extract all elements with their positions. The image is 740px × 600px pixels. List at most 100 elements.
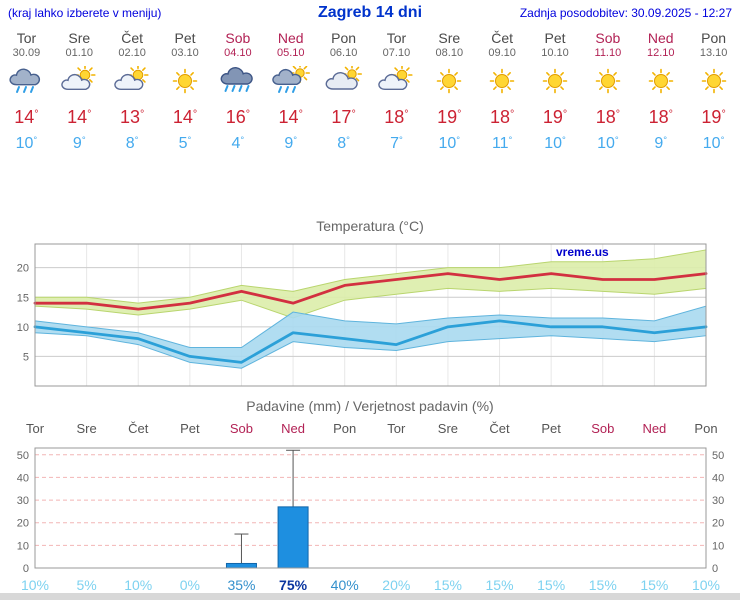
precip-probability: 15% bbox=[537, 577, 566, 593]
day-max-temp: 19° bbox=[542, 107, 568, 127]
sunny-icon bbox=[423, 66, 476, 100]
day-column[interactable]: Sob 04.10 16° 4° bbox=[211, 28, 264, 153]
day-column[interactable]: Pon 13.10 19° 10° bbox=[687, 28, 740, 153]
precip-day-label: Čet bbox=[489, 421, 510, 436]
day-max-temp: 18° bbox=[384, 107, 409, 127]
day-name: Pon bbox=[701, 30, 727, 46]
sunny-icon bbox=[687, 66, 740, 100]
precip-probability: 40% bbox=[330, 577, 359, 593]
precip-day-label: Sre bbox=[76, 421, 97, 436]
day-name: Sob bbox=[225, 30, 251, 46]
day-min-temp: 10° bbox=[702, 135, 725, 152]
day-max-temp: 18° bbox=[595, 107, 621, 127]
svg-text:50: 50 bbox=[17, 450, 29, 462]
day-date: 05.10 bbox=[276, 47, 305, 59]
svg-text:20: 20 bbox=[17, 518, 29, 530]
day-min-temp: 11° bbox=[491, 135, 513, 152]
location-menu-hint: (kraj lahko izberete v meniju) bbox=[8, 6, 162, 20]
rain-cloud-icon bbox=[0, 66, 53, 100]
svg-text:5: 5 bbox=[23, 351, 29, 363]
day-name: Sre bbox=[438, 30, 461, 46]
precip-day-label: Tor bbox=[25, 421, 45, 436]
sunny-icon bbox=[581, 66, 634, 100]
day-name: Ned bbox=[277, 30, 304, 46]
precip-probability: 5% bbox=[76, 577, 97, 593]
day-date: 13.10 bbox=[699, 47, 728, 59]
day-date: 12.10 bbox=[646, 47, 675, 59]
sunny-icon bbox=[159, 66, 212, 100]
day-column[interactable]: Ned 12.10 18° 9° bbox=[634, 28, 687, 153]
day-column[interactable]: Pet 10.10 19° 10° bbox=[529, 28, 582, 153]
day-min-temp: 5° bbox=[178, 135, 192, 152]
page-title: Zagreb 14 dni bbox=[317, 4, 423, 21]
day-column[interactable]: Ned 05.10 14° 9° bbox=[264, 28, 317, 153]
day-max-temp: 14° bbox=[14, 107, 39, 127]
temperature-chart-title: Temperatura (°C) bbox=[316, 218, 424, 234]
day-date: 08.10 bbox=[435, 47, 464, 59]
day-column[interactable]: Tor 07.10 18° 7° bbox=[370, 28, 423, 153]
precipitation-chart: 0 0 10 10 20 20 30 30 40 40 50 50 bbox=[17, 447, 724, 575]
svg-text:20: 20 bbox=[712, 518, 724, 530]
day-column[interactable]: Čet 02.10 13° 8° bbox=[106, 28, 159, 153]
precipitation-chart-title: Padavine (mm) / Verjetnost padavin (%) bbox=[246, 398, 494, 414]
mostly-cloudy-icon bbox=[317, 66, 370, 100]
day-max-temp: 18° bbox=[648, 107, 673, 127]
last-update: Zadnja posodobitev: 30.09.2025 - 12:27 bbox=[519, 6, 732, 20]
day-column[interactable]: Tor 30.09 14° 10° bbox=[0, 28, 53, 153]
day-min-temp: 9° bbox=[654, 135, 668, 152]
day-name: Tor bbox=[16, 30, 37, 46]
heavy-rain-icon bbox=[211, 66, 264, 100]
precip-day-label: Ned bbox=[642, 421, 667, 436]
precip-day-label: Čet bbox=[128, 421, 149, 436]
day-min-temp: 10° bbox=[597, 135, 619, 152]
day-column[interactable]: Sre 08.10 19° 10° bbox=[423, 28, 476, 153]
precip-probability: 10% bbox=[124, 577, 153, 593]
precip-probability: 10% bbox=[691, 577, 721, 593]
precip-probability: 10% bbox=[20, 577, 50, 593]
svg-text:30: 30 bbox=[712, 495, 724, 507]
day-column[interactable]: Pon 06.10 17° 8° bbox=[317, 28, 370, 153]
precip-day-label: Sob bbox=[229, 421, 254, 436]
day-name: Pet bbox=[174, 30, 196, 46]
day-min-temp: 9° bbox=[72, 135, 86, 152]
day-date: 09.10 bbox=[488, 47, 516, 59]
svg-text:20: 20 bbox=[17, 263, 29, 275]
day-max-temp: 14° bbox=[67, 107, 92, 127]
sunny-icon bbox=[476, 66, 529, 100]
day-min-temp: 10° bbox=[15, 135, 38, 152]
svg-text:30: 30 bbox=[17, 495, 29, 507]
svg-text:0: 0 bbox=[23, 563, 29, 575]
day-max-temp: 14° bbox=[172, 107, 198, 127]
day-name: Tor bbox=[386, 30, 407, 46]
precip-day-label: Sob bbox=[591, 421, 615, 436]
svg-text:50: 50 bbox=[712, 450, 724, 462]
day-column[interactable]: Sob 11.10 18° 10° bbox=[581, 28, 634, 153]
svg-text:10: 10 bbox=[712, 540, 724, 552]
day-column[interactable]: Sre 01.10 14° 9° bbox=[53, 28, 106, 153]
day-min-temp: 8° bbox=[125, 135, 139, 152]
day-name: Sre bbox=[68, 30, 91, 46]
day-date: 04.10 bbox=[224, 47, 252, 59]
header: (kraj lahko izberete v meniju) Zagreb 14… bbox=[0, 4, 740, 26]
day-max-temp: 18° bbox=[489, 107, 515, 127]
precip-day-label: Sre bbox=[437, 421, 459, 436]
sunny-icon bbox=[634, 66, 687, 100]
day-column[interactable]: Pet 03.10 14° 5° bbox=[159, 28, 212, 153]
day-min-temp: 4° bbox=[231, 135, 245, 152]
day-name: Pet bbox=[544, 30, 566, 46]
precip-probability: 35% bbox=[227, 577, 256, 593]
bottom-scrollbar[interactable] bbox=[0, 593, 740, 600]
day-date: 01.10 bbox=[65, 47, 94, 59]
day-name: Pon bbox=[331, 30, 357, 46]
precip-day-label: Tor bbox=[387, 421, 406, 436]
precip-probability: 15% bbox=[433, 577, 462, 593]
day-column[interactable]: Čet 09.10 18° 11° bbox=[476, 28, 529, 153]
day-date: 02.10 bbox=[118, 47, 146, 59]
day-max-temp: 16° bbox=[225, 107, 251, 127]
forecast-days: Tor 30.09 14° 10° Sre 01.10 14° 9° Čet 02.10 13° 8°… bbox=[0, 28, 740, 153]
day-max-temp: 17° bbox=[331, 107, 356, 127]
day-max-temp: 14° bbox=[278, 107, 303, 127]
precip-day-label: Pon bbox=[694, 421, 718, 436]
precip-prob-labels: 10% 5% 10% 0% 35% 75% 40% 20% 15% 15% 15% 15% 15% 10% bbox=[0, 577, 740, 594]
